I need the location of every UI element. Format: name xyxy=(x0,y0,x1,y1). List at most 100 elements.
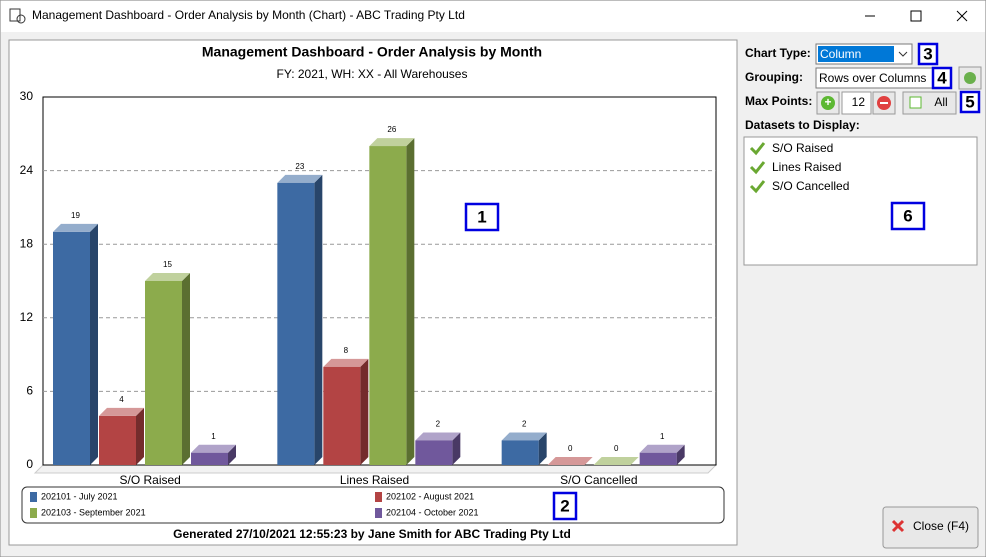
legend-label: 202104 - October 2021 xyxy=(386,507,479,517)
value-label: 15 xyxy=(163,260,172,269)
bar-top xyxy=(369,138,415,147)
bar-top xyxy=(639,444,685,453)
bar-front xyxy=(277,182,315,465)
chart-type-value[interactable]: Column xyxy=(820,47,861,61)
bar xyxy=(415,432,461,465)
value-label: 1 xyxy=(660,432,665,441)
bar-front xyxy=(145,281,182,465)
legend-swatch xyxy=(30,508,37,518)
value-label: 8 xyxy=(344,346,349,355)
maximize-button[interactable] xyxy=(910,10,922,22)
bar xyxy=(53,223,98,465)
callout-number: 1 xyxy=(477,207,486,226)
bar-top xyxy=(145,273,190,281)
check-icon xyxy=(749,180,766,194)
bar-front xyxy=(639,452,677,465)
bar-side xyxy=(538,432,547,465)
callout-number: 4 xyxy=(937,68,947,87)
bar-side xyxy=(228,444,236,465)
dropdown-arrow[interactable] xyxy=(898,51,908,57)
bar-top xyxy=(99,407,144,416)
callout-number: 2 xyxy=(560,496,569,515)
close-button[interactable] xyxy=(882,506,979,549)
max-points-label: Max Points: xyxy=(745,94,812,108)
bar xyxy=(323,358,369,465)
chart-title: Management Dashboard - Order Analysis by… xyxy=(202,44,542,60)
close-window-button[interactable] xyxy=(956,10,968,22)
bar-top xyxy=(501,432,547,441)
bar-front xyxy=(53,231,90,465)
bar xyxy=(501,432,547,465)
window-title: Management Dashboard - Order Analysis by… xyxy=(32,8,465,22)
chart-footer: Generated 27/10/2021 12:55:23 by Jane Sm… xyxy=(173,527,571,541)
bar-top xyxy=(415,432,461,441)
y-tick-label: 12 xyxy=(20,310,34,324)
dataset-item[interactable]: Lines Raised xyxy=(772,160,841,174)
dataset-item[interactable]: S/O Raised xyxy=(772,141,833,155)
bar-front xyxy=(369,146,407,466)
bar xyxy=(145,273,190,465)
grouping-value[interactable]: Rows over Columns xyxy=(819,71,926,85)
value-label: 2 xyxy=(436,420,441,429)
callout-box xyxy=(890,201,926,231)
check-icon xyxy=(749,161,766,175)
bar-front xyxy=(191,452,228,465)
plus-icon xyxy=(821,96,835,110)
chart-type-label: Chart Type: xyxy=(745,46,811,60)
legend xyxy=(21,486,725,524)
legend-swatch xyxy=(30,492,37,502)
bar xyxy=(547,457,593,465)
y-tick-label: 0 xyxy=(26,457,33,471)
callout-box xyxy=(917,42,939,66)
bar xyxy=(99,407,144,465)
bar-side xyxy=(136,407,144,465)
plus-sign: + xyxy=(824,95,831,109)
value-label: 0 xyxy=(568,444,573,453)
bar-front xyxy=(323,366,361,465)
value-label: 0 xyxy=(614,444,619,453)
close-button-label[interactable]: Close (F4) xyxy=(913,519,969,533)
all-button-label[interactable]: All xyxy=(934,95,947,109)
dataset-item[interactable]: S/O Cancelled xyxy=(772,179,849,193)
value-label: 2 xyxy=(522,420,527,429)
bar-side xyxy=(452,432,461,465)
all-icon xyxy=(909,96,922,109)
legend-swatch xyxy=(375,492,382,502)
title-bar xyxy=(1,1,985,32)
y-tick-label: 24 xyxy=(20,163,34,177)
y-tick-label: 18 xyxy=(20,236,34,250)
legend-label: 202102 - August 2021 xyxy=(386,491,474,501)
grouping-label: Grouping: xyxy=(745,70,803,84)
callout-box xyxy=(959,90,981,114)
callout-box xyxy=(552,491,578,521)
value-label: 4 xyxy=(119,395,124,404)
value-label: 23 xyxy=(295,162,304,171)
bar xyxy=(277,174,323,465)
value-label: 26 xyxy=(387,125,396,134)
select-highlight xyxy=(818,46,894,62)
check-icon xyxy=(749,142,766,156)
x-tick-label: Lines Raised xyxy=(340,473,409,487)
swap-icon xyxy=(964,72,976,84)
bar-side xyxy=(360,358,369,465)
callout-number: 6 xyxy=(903,206,912,225)
y-tick-label: 6 xyxy=(26,384,33,398)
max-points-value[interactable]: 12 xyxy=(852,95,866,109)
bar xyxy=(191,444,236,465)
legend-label: 202103 - September 2021 xyxy=(41,507,146,517)
bar-top xyxy=(191,444,236,453)
bar-top xyxy=(277,174,323,183)
bar-side xyxy=(676,444,685,465)
bar-top xyxy=(593,457,639,465)
bar-side xyxy=(182,273,190,465)
bar xyxy=(369,138,415,466)
max-points-field[interactable] xyxy=(841,91,872,115)
y-tick-label: 30 xyxy=(20,89,34,103)
callout-number: 5 xyxy=(965,92,974,111)
bar xyxy=(639,444,685,465)
legend-label: 202101 - July 2021 xyxy=(41,491,118,501)
bar-front xyxy=(99,415,136,465)
bar-top xyxy=(547,457,593,465)
callout-box xyxy=(931,66,953,90)
datasets-label: Datasets to Display: xyxy=(745,118,860,132)
